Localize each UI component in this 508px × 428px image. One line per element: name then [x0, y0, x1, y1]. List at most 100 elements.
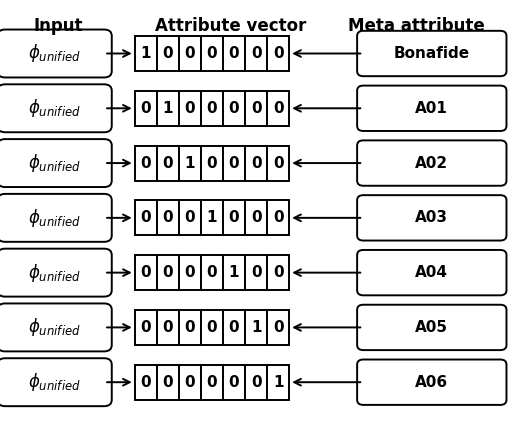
- Text: 0: 0: [140, 101, 151, 116]
- Text: 1: 1: [229, 265, 239, 280]
- Text: $\phi_{unified}$: $\phi_{unified}$: [28, 42, 81, 65]
- Text: 0: 0: [163, 320, 173, 335]
- Bar: [245, 91, 267, 126]
- Bar: [245, 146, 267, 181]
- Text: 0: 0: [140, 155, 151, 171]
- Text: Input: Input: [34, 17, 83, 35]
- Text: 0: 0: [184, 374, 195, 390]
- Bar: [223, 91, 245, 126]
- FancyBboxPatch shape: [357, 140, 506, 186]
- Bar: [245, 365, 267, 400]
- Text: 0: 0: [273, 101, 283, 116]
- FancyBboxPatch shape: [0, 303, 112, 351]
- Text: 0: 0: [229, 374, 239, 390]
- Text: 1: 1: [140, 46, 151, 61]
- Text: $\phi_{unified}$: $\phi_{unified}$: [28, 371, 81, 393]
- Bar: [179, 310, 201, 345]
- Text: $\phi_{unified}$: $\phi_{unified}$: [28, 152, 81, 174]
- Bar: [267, 255, 290, 290]
- Text: 0: 0: [207, 265, 217, 280]
- Bar: [135, 36, 156, 71]
- Text: 0: 0: [229, 210, 239, 226]
- Bar: [156, 91, 179, 126]
- Text: 0: 0: [251, 374, 262, 390]
- Bar: [156, 255, 179, 290]
- Text: $\phi_{unified}$: $\phi_{unified}$: [28, 207, 81, 229]
- Bar: [245, 255, 267, 290]
- Bar: [135, 146, 156, 181]
- Text: 0: 0: [229, 46, 239, 61]
- Text: 0: 0: [251, 101, 262, 116]
- Text: 0: 0: [207, 46, 217, 61]
- Bar: [201, 310, 223, 345]
- Text: 1: 1: [251, 320, 262, 335]
- Bar: [267, 36, 290, 71]
- Text: 0: 0: [229, 101, 239, 116]
- FancyBboxPatch shape: [357, 195, 506, 241]
- Text: 0: 0: [251, 210, 262, 226]
- Bar: [179, 91, 201, 126]
- FancyBboxPatch shape: [0, 194, 112, 242]
- Bar: [223, 146, 245, 181]
- Bar: [179, 255, 201, 290]
- Bar: [201, 36, 223, 71]
- Bar: [156, 36, 179, 71]
- Text: 0: 0: [251, 46, 262, 61]
- Text: 0: 0: [184, 46, 195, 61]
- Text: 0: 0: [140, 374, 151, 390]
- FancyBboxPatch shape: [357, 360, 506, 405]
- Bar: [179, 36, 201, 71]
- Text: 0: 0: [163, 210, 173, 226]
- FancyBboxPatch shape: [0, 139, 112, 187]
- Text: 0: 0: [251, 265, 262, 280]
- Bar: [135, 91, 156, 126]
- FancyBboxPatch shape: [0, 249, 112, 297]
- Text: 0: 0: [163, 155, 173, 171]
- Text: $\phi_{unified}$: $\phi_{unified}$: [28, 97, 81, 119]
- Bar: [267, 365, 290, 400]
- Text: 0: 0: [140, 265, 151, 280]
- Bar: [267, 310, 290, 345]
- Bar: [223, 36, 245, 71]
- Text: 0: 0: [184, 265, 195, 280]
- FancyBboxPatch shape: [0, 30, 112, 77]
- Bar: [135, 200, 156, 235]
- Text: 0: 0: [229, 155, 239, 171]
- Text: A02: A02: [415, 155, 449, 171]
- Bar: [223, 200, 245, 235]
- FancyBboxPatch shape: [357, 31, 506, 76]
- Bar: [179, 200, 201, 235]
- Bar: [135, 310, 156, 345]
- Text: 0: 0: [184, 101, 195, 116]
- Text: 0: 0: [140, 320, 151, 335]
- Text: 0: 0: [140, 210, 151, 226]
- Text: 1: 1: [273, 374, 283, 390]
- Bar: [223, 365, 245, 400]
- Text: 0: 0: [273, 265, 283, 280]
- Bar: [267, 91, 290, 126]
- Bar: [245, 36, 267, 71]
- Bar: [201, 200, 223, 235]
- Text: 0: 0: [163, 46, 173, 61]
- Text: 0: 0: [184, 210, 195, 226]
- Text: 0: 0: [273, 320, 283, 335]
- Bar: [267, 146, 290, 181]
- Bar: [201, 365, 223, 400]
- Bar: [245, 200, 267, 235]
- Bar: [201, 146, 223, 181]
- Text: 0: 0: [251, 155, 262, 171]
- Bar: [179, 146, 201, 181]
- Text: 0: 0: [207, 101, 217, 116]
- Text: Meta attribute: Meta attribute: [348, 17, 485, 35]
- Text: 0: 0: [273, 46, 283, 61]
- Bar: [135, 255, 156, 290]
- Text: 0: 0: [163, 374, 173, 390]
- Text: Bonafide: Bonafide: [394, 46, 470, 61]
- Text: 0: 0: [207, 320, 217, 335]
- Text: $\phi_{unified}$: $\phi_{unified}$: [28, 316, 81, 339]
- Text: 1: 1: [207, 210, 217, 226]
- FancyBboxPatch shape: [357, 305, 506, 350]
- FancyBboxPatch shape: [357, 86, 506, 131]
- Bar: [156, 310, 179, 345]
- Bar: [223, 310, 245, 345]
